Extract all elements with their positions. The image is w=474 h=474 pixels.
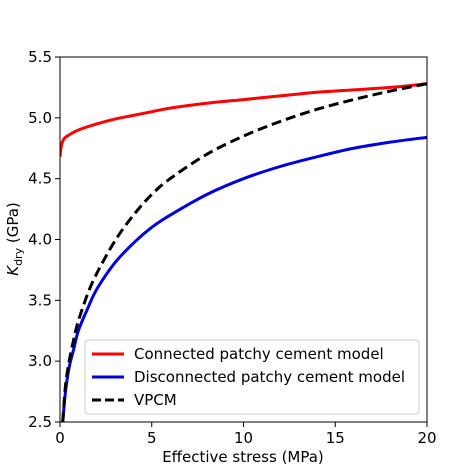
y-axis-label-main: K [4,265,22,276]
x-tick-label: 20 [417,429,436,447]
y-tick-label: 2.5 [28,413,52,431]
x-tick-label: 5 [147,429,157,447]
legend-label-connected: Connected patchy cement model [134,345,384,363]
y-tick-label: 5.0 [28,109,52,127]
y-axis: 2.5 3.0 3.5 4.0 4.5 5.0 5.5 [28,48,60,431]
y-tick-label: 3.5 [28,291,52,309]
legend: Connected patchy cement model Disconnect… [84,339,420,415]
y-axis-label-subscript: dry [12,247,25,266]
series-layer [60,82,427,422]
legend-label-vpcm: VPCM [134,391,177,409]
series-line-connected [60,82,427,157]
x-axis-label: Effective stress (MPa) [162,448,324,466]
x-tick-label: 15 [326,429,345,447]
y-tick-label: 4.5 [28,170,52,188]
y-tick-label: 4.0 [28,231,52,249]
y-axis-label: Kdry (GPa) [4,202,25,276]
x-axis: 0 5 10 15 20 [55,422,437,447]
series-line-disconnected [61,135,427,422]
x-tick-label: 0 [55,429,65,447]
y-tick-label: 5.5 [28,48,52,66]
legend-label-disconnected: Disconnected patchy cement model [134,368,405,386]
y-tick-label: 3.0 [28,352,52,370]
series-line-vpcm [61,82,427,422]
y-axis-label-unit: (GPa) [4,202,22,248]
legend-box [84,339,420,415]
x-tick-label: 10 [234,429,253,447]
